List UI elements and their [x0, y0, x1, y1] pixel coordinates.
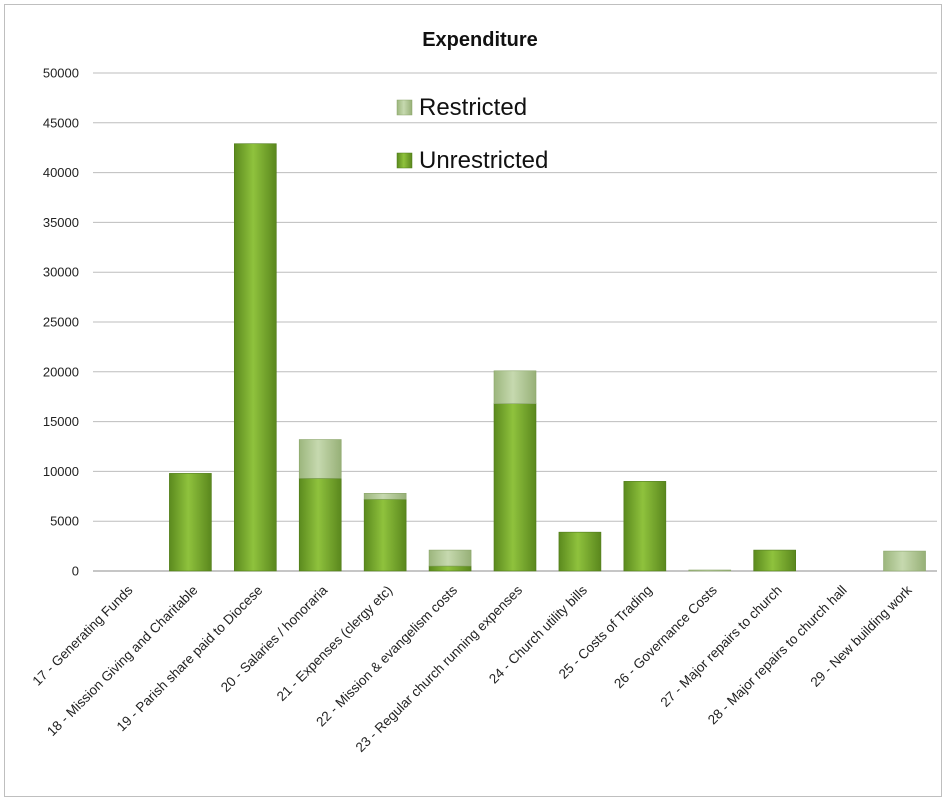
bar-restricted: [363, 493, 407, 500]
y-tick-label: 45000: [43, 115, 79, 130]
x-tick-label: 28 - Major repairs to church hall: [705, 583, 850, 728]
legend-label-unrestricted: Unrestricted: [419, 147, 548, 174]
bar-restricted: [298, 439, 342, 479]
y-tick-label: 40000: [43, 165, 79, 180]
x-tick-label: 21 - Expenses (clergy etc): [274, 583, 395, 704]
x-tick-label: 27 - Major repairs to church: [657, 583, 784, 710]
bar-unrestricted: [428, 565, 472, 572]
y-tick-label: 30000: [43, 265, 79, 280]
bar-unrestricted: [363, 498, 407, 572]
y-axis-ticks: 0 5000 10000 15000 20000 25000 30000 35000 40000…: [43, 66, 79, 579]
expenditure-chart: Expenditure 0 5000 10000 15000 20000 25000 300…: [29, 29, 937, 755]
bar-unrestricted: [753, 549, 796, 572]
bar-restricted: [688, 569, 732, 572]
bar-unrestricted: [298, 478, 342, 572]
bar-unrestricted: [493, 403, 537, 572]
y-tick-label: 50000: [43, 66, 79, 81]
chart-title: Expenditure: [422, 29, 538, 51]
y-tick-label: 10000: [43, 464, 79, 479]
y-tick-label: 25000: [43, 315, 79, 330]
bar-restricted: [428, 549, 472, 567]
y-tick-label: 35000: [43, 215, 79, 230]
bar-restricted: [493, 370, 537, 404]
chart-frame: Expenditure 0 5000 10000 15000 20000 25000 300…: [4, 4, 942, 797]
y-tick-label: 0: [72, 564, 79, 579]
legend: Restricted Unrestricted: [396, 94, 548, 174]
bar-restricted: [883, 550, 926, 572]
bar-unrestricted: [623, 481, 667, 572]
legend-swatch-unrestricted: [396, 152, 413, 169]
x-tick-label: 20 - Salaries / honoraria: [218, 582, 331, 695]
bar-unrestricted: [169, 473, 212, 572]
bar-unrestricted: [234, 143, 277, 572]
legend-label-restricted: Restricted: [419, 94, 527, 121]
bar-unrestricted: [558, 531, 602, 572]
legend-swatch-restricted: [396, 99, 413, 116]
x-tick-label: 22 - Mission & evangelism costs: [313, 582, 460, 729]
y-tick-label: 20000: [43, 364, 79, 379]
y-tick-label: 5000: [50, 514, 79, 529]
y-tick-label: 15000: [43, 414, 79, 429]
bars: [169, 143, 926, 572]
